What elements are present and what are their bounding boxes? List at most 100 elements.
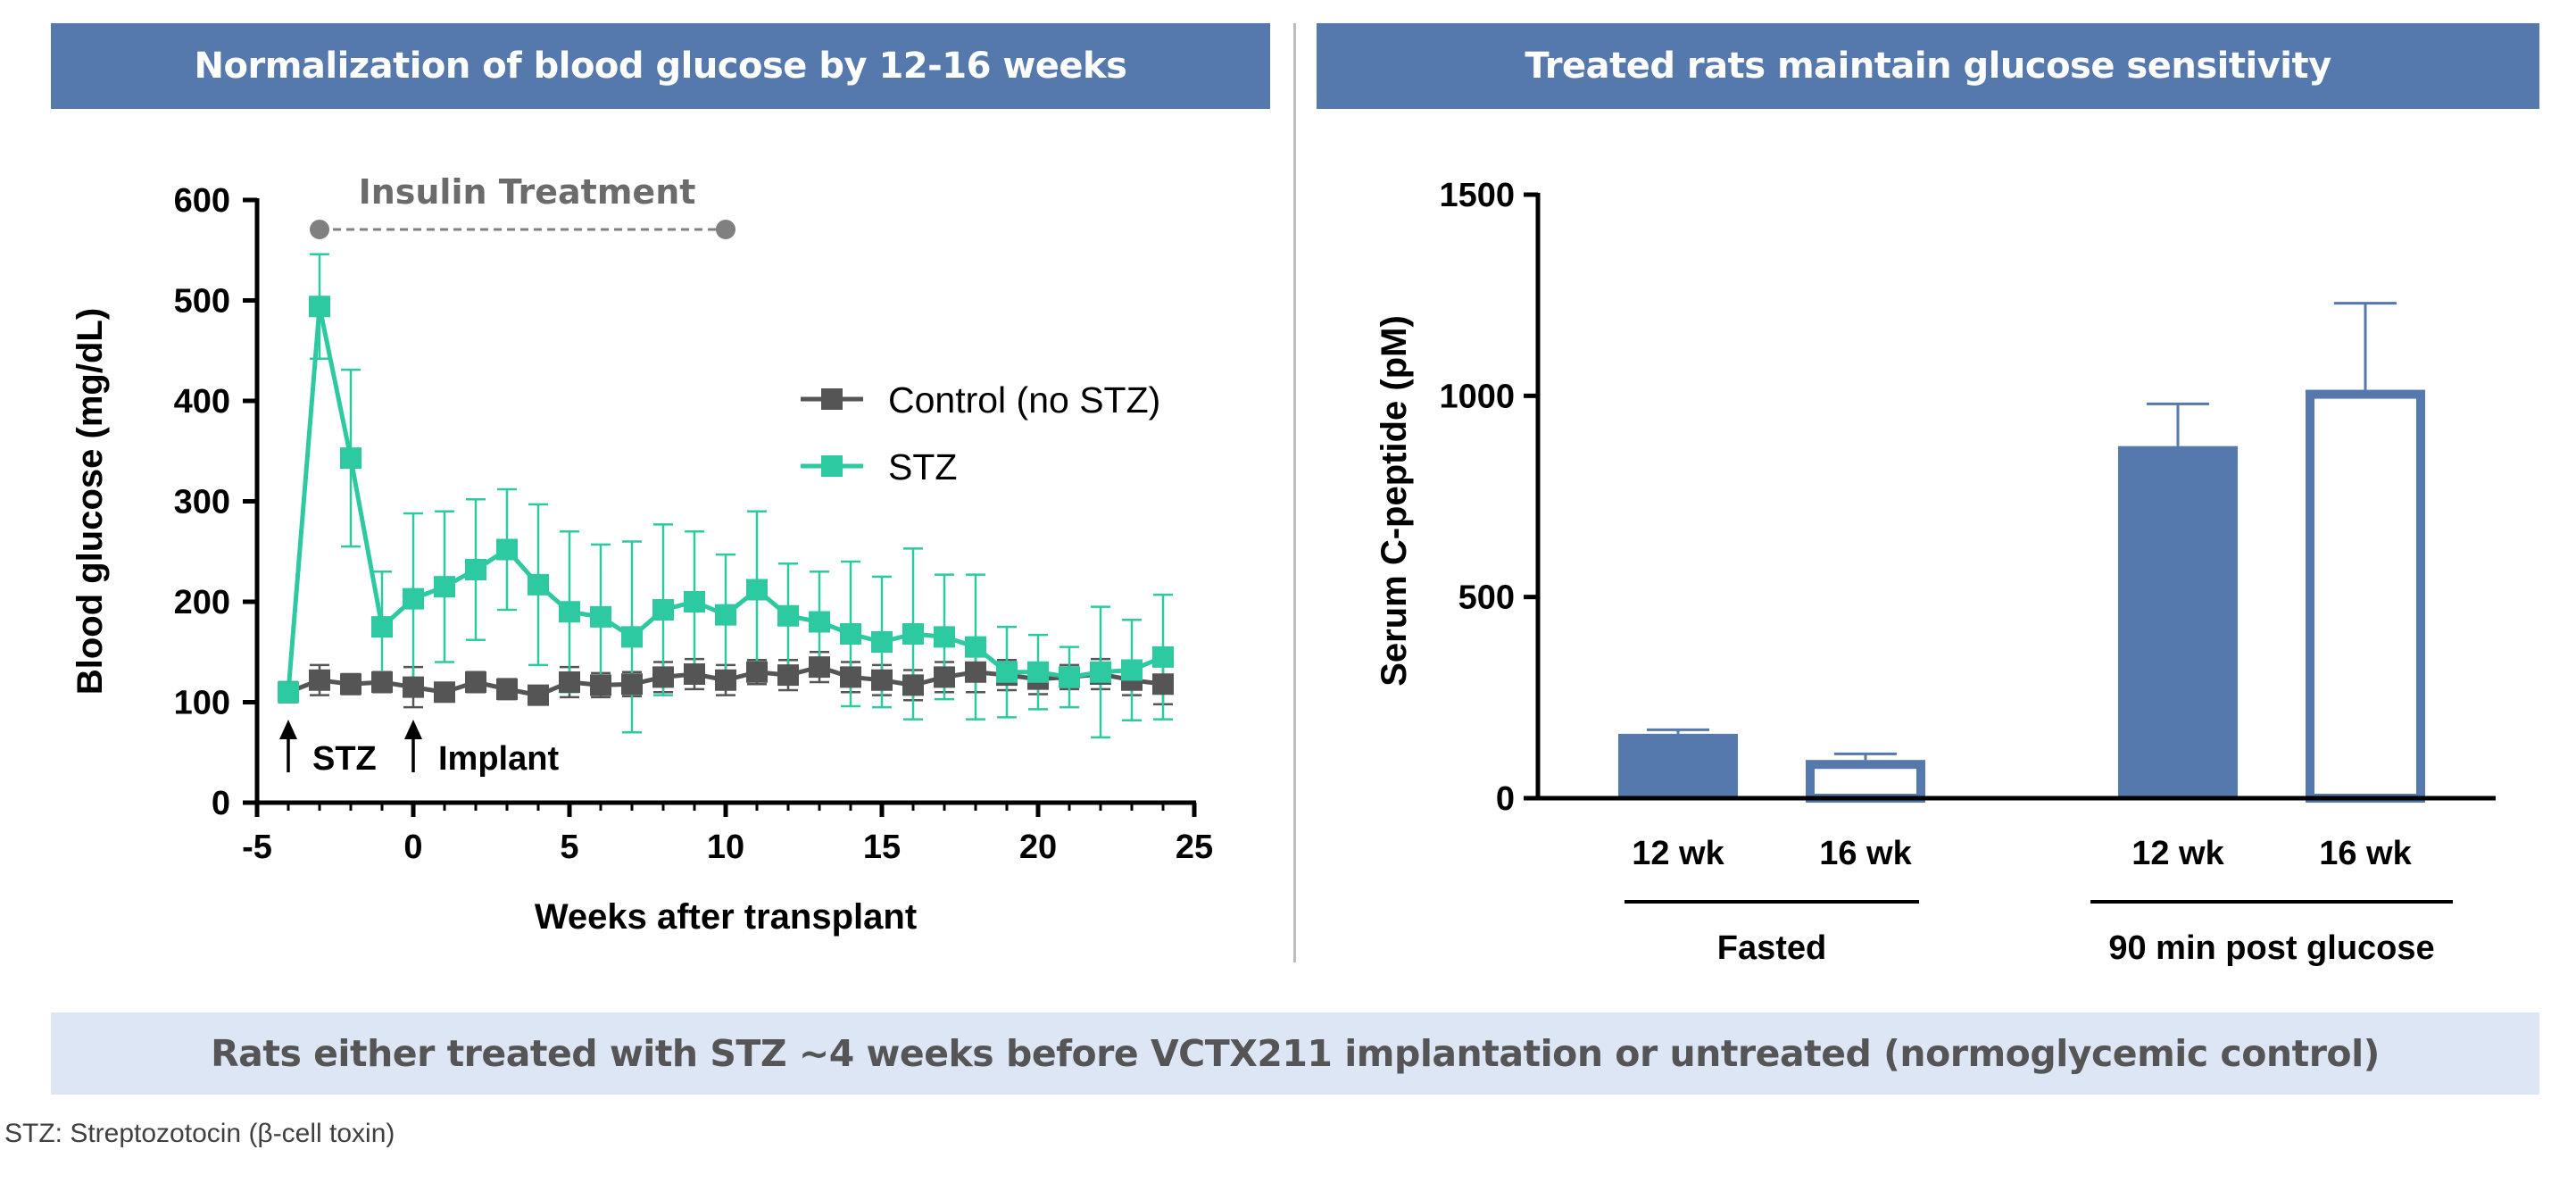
bar-y-tick-label: 500 — [1458, 579, 1515, 617]
bar-solid — [2118, 446, 2238, 798]
insulin-treatment-end-dot — [716, 220, 735, 239]
summary-banner: Rats either treated with STZ ~4 weeks be… — [51, 1012, 2539, 1095]
control-point — [809, 656, 830, 679]
bar-category-label: 16 wk — [2319, 835, 2412, 872]
stz-point — [871, 631, 893, 653]
control-point — [840, 666, 861, 688]
line-chart-tick-labels: 0 100 200 300 400 500 600 -5 0 5 10 15 20 25 — [174, 182, 1214, 866]
bar-y-tick-label: 1000 — [1439, 378, 1515, 415]
right-panel-title: Treated rats maintain glucose sensitivit… — [1317, 23, 2539, 109]
bars — [1618, 302, 2425, 803]
stz-point — [590, 605, 611, 628]
group-label: 90 min post glucose — [2108, 929, 2434, 967]
left-panel-title: Normalization of blood glucose by 12-16 … — [51, 23, 1270, 109]
stz-point — [403, 587, 424, 610]
bar-chart-groups: Fasted 90 min post glucose — [1625, 900, 2453, 967]
stz-point — [996, 661, 1018, 683]
x-tick-label: 25 — [1176, 829, 1213, 866]
x-tick-label: 10 — [707, 829, 744, 866]
control-point — [777, 664, 799, 687]
bar-open — [2306, 389, 2425, 803]
bar-chart-tick-labels: 12 wk 16 wk 12 wk 16 wk 0 500 1000 1500 — [1439, 177, 2412, 872]
series-markers — [278, 296, 1174, 706]
control-point — [902, 674, 924, 696]
insulin-treatment-start-dot — [310, 220, 329, 239]
stz-point — [1121, 659, 1143, 681]
bar-y-tick-label: 1500 — [1439, 177, 1515, 214]
stz-point — [371, 616, 393, 638]
x-tick-label: 15 — [863, 829, 901, 866]
control-point — [590, 674, 611, 696]
stz-point — [934, 626, 955, 648]
stz-point — [340, 447, 361, 470]
x-axis-label: Weeks after transplant — [535, 897, 917, 937]
control-point — [309, 669, 330, 691]
control-point — [496, 678, 518, 700]
control-point — [559, 671, 580, 693]
stz-point — [652, 599, 674, 621]
blood-glucose-line-chart: 0 100 200 300 400 500 600 -5 0 5 10 15 20 25 Insulin … — [71, 172, 1213, 937]
control-point — [684, 663, 705, 685]
control-point — [465, 671, 486, 693]
stz-point — [559, 601, 580, 623]
c-peptide-bar-chart: 12 wk 16 wk 12 wk 16 wk 0 500 1000 1500 Fasted 9… — [1375, 177, 2496, 967]
x-tick-label: 5 — [560, 829, 578, 866]
control-point — [528, 684, 549, 706]
bar-category-label: 12 wk — [2131, 835, 2224, 872]
stz-point — [965, 636, 986, 658]
stz-point — [684, 591, 705, 612]
stz-point — [528, 573, 549, 596]
stz-point — [278, 681, 299, 704]
stz-point — [434, 576, 455, 598]
stz-point — [902, 623, 924, 645]
stz-legend-marker — [821, 455, 843, 477]
control-legend-marker — [821, 388, 843, 410]
stz-point — [1152, 646, 1174, 668]
bar-chart-axes — [1524, 192, 2496, 801]
bar-solid — [1618, 733, 1738, 798]
x-tick-label: 20 — [1019, 829, 1057, 866]
stz-point — [746, 579, 768, 601]
y-tick-label: 0 — [212, 785, 230, 822]
stz-legend-label: STZ — [888, 446, 957, 487]
control-point — [934, 666, 955, 688]
footnote: STZ: Streptozotocin (β-cell toxin) — [4, 1119, 395, 1148]
y-tick-label: 400 — [174, 383, 230, 421]
control-point — [621, 673, 643, 696]
implant-annotation-label: Implant — [438, 740, 559, 778]
stz-arrow-head — [279, 720, 297, 739]
control-point — [1152, 673, 1174, 696]
stz-point — [777, 604, 799, 627]
bar-y-tick-label: 0 — [1496, 780, 1515, 818]
y-axis-label: Blood glucose (mg/dL) — [71, 308, 110, 695]
control-point — [746, 661, 768, 683]
stz-point — [621, 626, 643, 648]
control-point — [715, 669, 736, 691]
implant-arrow-head — [404, 720, 422, 739]
stz-point — [1090, 661, 1111, 683]
stz-annotation-label: STZ — [312, 740, 377, 778]
control-legend-label: Control (no STZ) — [888, 379, 1160, 421]
x-tick-label: -5 — [242, 829, 272, 866]
group-label: Fasted — [1717, 929, 1826, 967]
bar-open — [1806, 760, 1925, 803]
stz-point — [465, 559, 486, 580]
bar-category-label: 16 wk — [1819, 835, 1912, 872]
control-point — [340, 673, 361, 696]
bar-y-axis-label: Serum C-peptide (pM) — [1375, 315, 1414, 687]
stz-point — [1027, 661, 1049, 683]
line-chart-annotations: Insulin Treatment STZ Implant — [279, 172, 735, 778]
stz-point — [496, 538, 518, 561]
stz-point — [715, 604, 736, 626]
line-chart-axes — [243, 197, 1197, 817]
charts-canvas: 0 100 200 300 400 500 600 -5 0 5 10 15 20 25 Insulin … — [71, 172, 2496, 967]
y-tick-label: 300 — [174, 484, 230, 521]
control-point — [652, 666, 674, 688]
control-point — [434, 681, 455, 704]
stz-point — [1059, 666, 1080, 688]
stz-point — [809, 611, 830, 633]
y-tick-label: 600 — [174, 182, 230, 220]
y-tick-label: 100 — [174, 685, 230, 722]
bar-category-label: 12 wk — [1632, 835, 1724, 872]
insulin-treatment-label: Insulin Treatment — [359, 172, 696, 212]
